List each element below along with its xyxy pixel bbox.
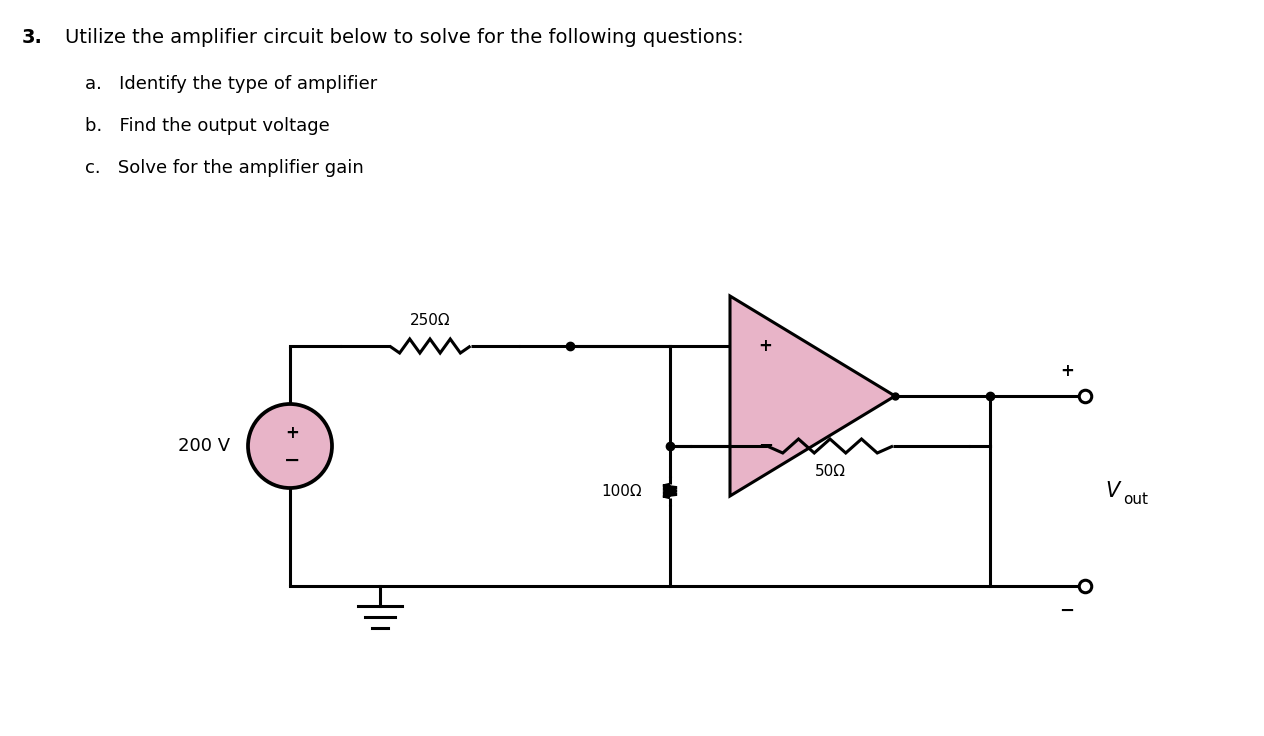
Text: a.   Identify the type of amplifier: a. Identify the type of amplifier — [85, 75, 377, 93]
Text: −: − — [758, 437, 774, 455]
Text: c.   Solve for the amplifier gain: c. Solve for the amplifier gain — [85, 159, 364, 177]
Text: 50Ω: 50Ω — [814, 464, 846, 479]
Text: +: + — [1060, 362, 1074, 380]
Text: +: + — [758, 337, 772, 355]
Text: +: + — [286, 424, 300, 442]
Polygon shape — [731, 296, 895, 496]
Text: V: V — [1105, 481, 1119, 501]
Text: 250Ω: 250Ω — [410, 313, 450, 328]
Text: −: − — [1059, 602, 1074, 620]
Text: −: − — [284, 450, 300, 470]
Text: out: out — [1122, 492, 1148, 506]
Text: Utilize the amplifier circuit below to solve for the following questions:: Utilize the amplifier circuit below to s… — [64, 28, 743, 47]
Text: 100Ω: 100Ω — [602, 484, 642, 498]
Text: b.   Find the output voltage: b. Find the output voltage — [85, 117, 330, 135]
Text: 3.: 3. — [21, 28, 43, 47]
Circle shape — [248, 404, 332, 488]
Text: 200 V: 200 V — [178, 437, 230, 455]
